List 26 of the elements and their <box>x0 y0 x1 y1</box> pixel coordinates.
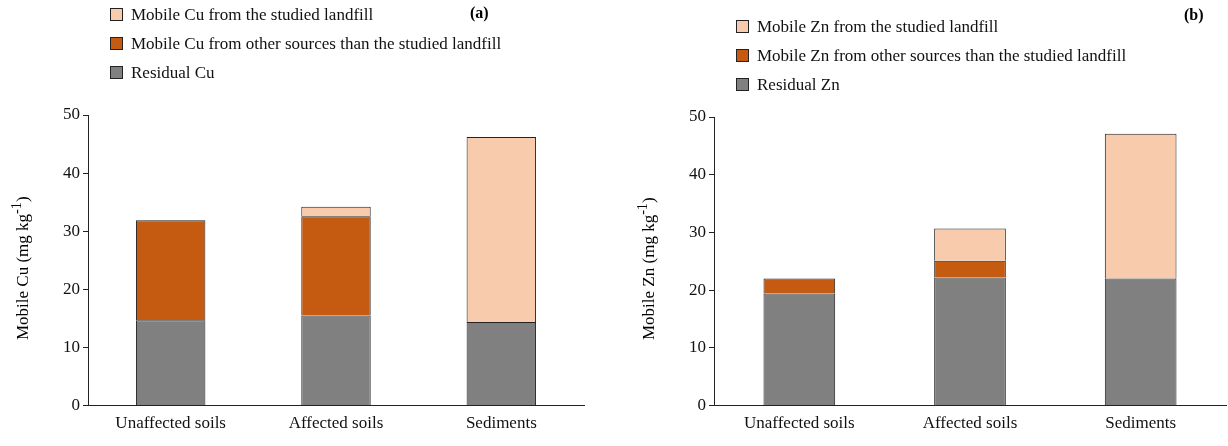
legend-label: Mobile Cu from other sources than the studied landfill <box>131 33 502 54</box>
y-tick-label: 20 <box>689 279 706 299</box>
x-tick-label: Affected soils <box>922 413 1018 433</box>
x-tick-label: Unaffected soils <box>115 413 226 433</box>
x-tick-label: Affected soils <box>288 413 384 433</box>
x-tick-label: Unaffected soils <box>744 413 855 433</box>
legend-label: Mobile Cu from the studied landfill <box>131 4 374 25</box>
y-tick-label: 10 <box>63 336 80 356</box>
y-tick-label: 0 <box>697 395 706 415</box>
y-tick-label: 40 <box>689 164 706 184</box>
y-tick-label: 30 <box>689 221 706 241</box>
y-tick-label: 30 <box>63 220 80 240</box>
legend-label: Residual Zn <box>757 74 840 95</box>
legend-label: Mobile Zn from the studied landfill <box>757 16 999 37</box>
y-tick-label: 40 <box>63 162 80 182</box>
chart-title: (b) <box>1184 6 1204 24</box>
y-tick-label: 0 <box>71 395 80 415</box>
y-tick-label: 50 <box>689 106 706 126</box>
y-tick-label: 50 <box>63 104 80 124</box>
y-tick-label: 20 <box>63 278 80 298</box>
y-tick-label: 10 <box>689 337 706 357</box>
legend-label: Residual Cu <box>131 62 215 83</box>
chart-title: (a) <box>470 4 489 22</box>
x-tick-label: Sediments <box>465 413 537 433</box>
legend-label: Mobile Zn from other sources than the studied landfill <box>757 45 1127 66</box>
x-tick-label: Sediments <box>1105 413 1177 433</box>
